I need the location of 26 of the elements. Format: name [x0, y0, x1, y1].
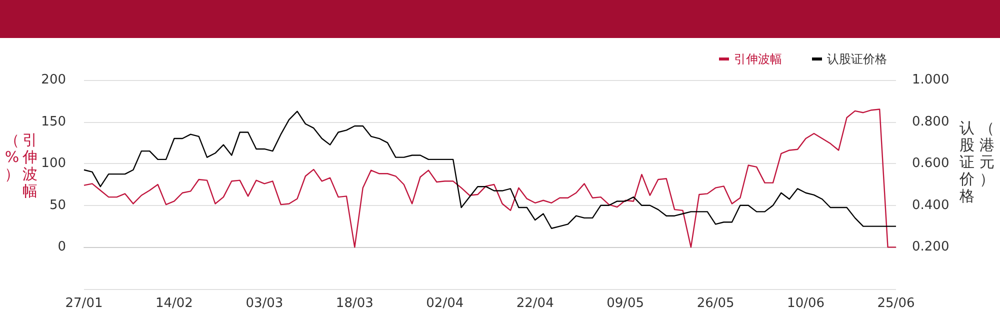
x-tick-label: 10/06: [787, 296, 825, 311]
y2-tick-label: 0.200: [912, 240, 950, 255]
y-tick-label: 0: [58, 240, 66, 255]
legend-label: 认股证价格: [827, 52, 887, 66]
y-tick-label: 200: [41, 72, 66, 88]
x-tick-label: 18/03: [336, 296, 374, 311]
y-tick-label: 50: [49, 198, 66, 213]
text: 认股证价格（港元）: [960, 119, 994, 205]
y-tick-label: 150: [41, 114, 66, 130]
x-tick-label: 27/01: [65, 296, 103, 311]
line-series: [83, 110, 897, 229]
x-tick-label: 03/03: [246, 296, 284, 311]
y2-tick-label: 0.800: [912, 114, 950, 130]
x-tick-label: 02/04: [426, 296, 464, 311]
x-tick-label: 14/02: [155, 296, 193, 311]
y-tick-label: 100: [41, 156, 66, 172]
text: 引伸波幅（%）: [4, 131, 38, 200]
y2-tick-label: 0.600: [912, 156, 950, 172]
legend-label: 引伸波幅: [734, 52, 782, 66]
x-tick-label: 09/05: [606, 296, 644, 311]
x-tick-label: 26/05: [696, 296, 734, 311]
y2-tick-label: 1.000: [912, 72, 950, 88]
y2-tick-label: 0.400: [912, 198, 950, 213]
x-tick-label: 22/04: [516, 296, 554, 311]
line-series: [83, 108, 897, 248]
x-tick-label: 25/06: [877, 296, 915, 311]
